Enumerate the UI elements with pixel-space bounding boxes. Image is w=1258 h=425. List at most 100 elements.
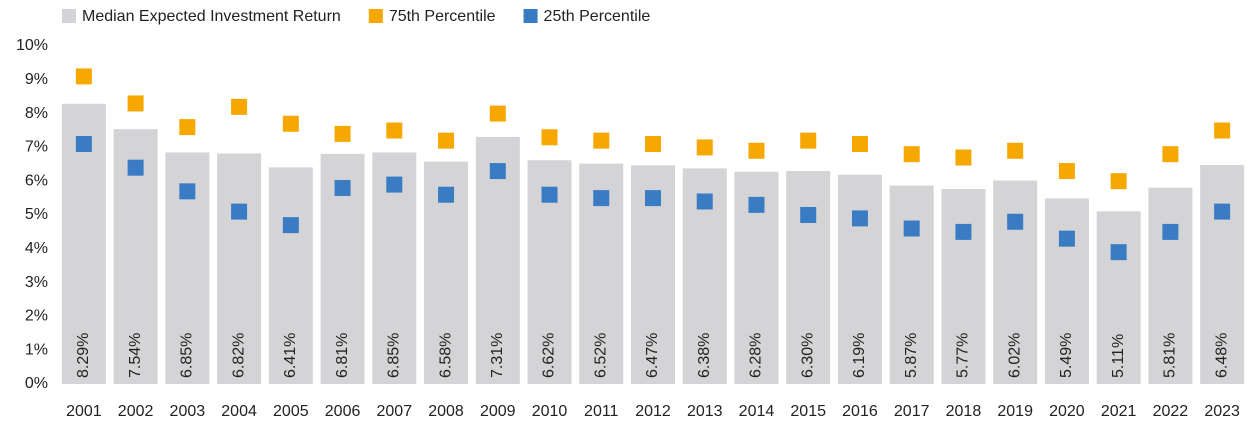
marker [179, 119, 196, 136]
bar [889, 185, 934, 384]
data-label: 6.85% [386, 333, 403, 378]
marker [1214, 122, 1231, 139]
legend-swatch [523, 9, 538, 23]
legend-label: 75th Percentile [389, 8, 496, 25]
y-tick-label: 3% [25, 274, 48, 291]
bar [1044, 198, 1089, 384]
y-tick-label: 7% [25, 139, 48, 156]
bar [217, 153, 262, 384]
data-label: 6.58% [437, 333, 454, 378]
marker [1162, 146, 1179, 163]
marker [593, 190, 610, 207]
marker [748, 142, 765, 159]
x-tick-label: 2003 [170, 403, 206, 420]
marker [282, 217, 299, 234]
data-label: 7.31% [489, 333, 506, 378]
x-tick-label: 2002 [118, 403, 154, 420]
x-tick-label: 2013 [687, 403, 723, 420]
marker [75, 136, 92, 153]
x-tick-label: 2010 [532, 403, 568, 420]
marker [696, 193, 713, 210]
marker [541, 186, 558, 203]
x-tick-label: 2016 [842, 403, 878, 420]
marker [800, 132, 817, 149]
data-label: 6.30% [799, 333, 816, 378]
marker [955, 223, 972, 240]
bar [1200, 164, 1245, 384]
marker [541, 129, 558, 146]
bar [786, 171, 831, 384]
x-tick-label: 2023 [1204, 403, 1240, 420]
y-tick-label: 8% [25, 105, 48, 122]
legend-label: 25th Percentile [544, 8, 651, 25]
data-label: 5.77% [955, 333, 972, 378]
bar [1096, 211, 1141, 384]
x-tick-label: 2009 [480, 403, 516, 420]
x-tick-label: 2015 [790, 403, 826, 420]
x-tick-label: 2014 [739, 403, 775, 420]
data-label: 6.82% [230, 333, 247, 378]
data-label: 6.85% [179, 333, 196, 378]
x-tick-label: 2020 [1049, 403, 1085, 420]
marker [75, 68, 92, 85]
marker [1007, 213, 1024, 230]
marker [231, 98, 248, 115]
data-label: 6.52% [592, 333, 609, 378]
data-label: 6.48% [1213, 333, 1230, 378]
marker [645, 190, 661, 207]
legend-label: Median Expected Investment Return [82, 8, 341, 25]
x-tick-label: 2004 [221, 403, 257, 420]
data-label: 6.38% [696, 333, 713, 378]
marker [851, 136, 868, 153]
marker [179, 183, 196, 200]
data-label: 6.28% [748, 333, 765, 378]
data-label: 6.47% [644, 333, 661, 378]
data-label: 5.87% [903, 333, 920, 378]
y-tick-label: 10% [16, 37, 48, 54]
marker [800, 207, 817, 223]
data-label: 6.62% [541, 333, 558, 378]
x-tick-label: 2006 [325, 403, 361, 420]
x-tick-label: 2012 [635, 403, 671, 420]
marker [748, 196, 765, 213]
marker [127, 95, 144, 112]
marker [1110, 244, 1127, 261]
y-tick-label: 2% [25, 308, 48, 325]
data-label: 5.81% [1162, 333, 1179, 378]
marker [438, 186, 455, 203]
marker [231, 203, 248, 220]
data-label: 6.02% [1006, 333, 1023, 378]
data-label: 6.19% [851, 333, 868, 378]
legend-swatch [62, 9, 76, 23]
marker [696, 139, 713, 156]
marker [489, 105, 506, 122]
marker [386, 176, 403, 193]
marker [1110, 173, 1127, 190]
marker [127, 159, 144, 176]
x-tick-label: 2008 [428, 403, 464, 420]
x-tick-label: 2001 [66, 403, 102, 420]
marker [1162, 223, 1179, 240]
marker [903, 146, 920, 163]
marker [1007, 142, 1024, 159]
x-tick-label: 2021 [1101, 403, 1137, 420]
y-tick-label: 9% [25, 71, 48, 88]
x-tick-label: 2018 [946, 403, 982, 420]
data-label: 7.54% [127, 333, 144, 378]
marker [438, 132, 455, 149]
marker [955, 149, 972, 166]
marker [334, 125, 351, 142]
marker [386, 122, 403, 139]
data-label: 8.29% [75, 333, 92, 378]
marker [1214, 203, 1231, 220]
x-tick-label: 2019 [997, 403, 1033, 420]
marker [1058, 163, 1075, 180]
bar [837, 174, 882, 384]
marker [851, 210, 868, 227]
bar [1148, 187, 1193, 384]
data-label: 5.11% [1110, 334, 1127, 378]
bar [941, 188, 986, 384]
marker [1058, 230, 1075, 247]
data-label: 5.49% [1058, 333, 1075, 378]
